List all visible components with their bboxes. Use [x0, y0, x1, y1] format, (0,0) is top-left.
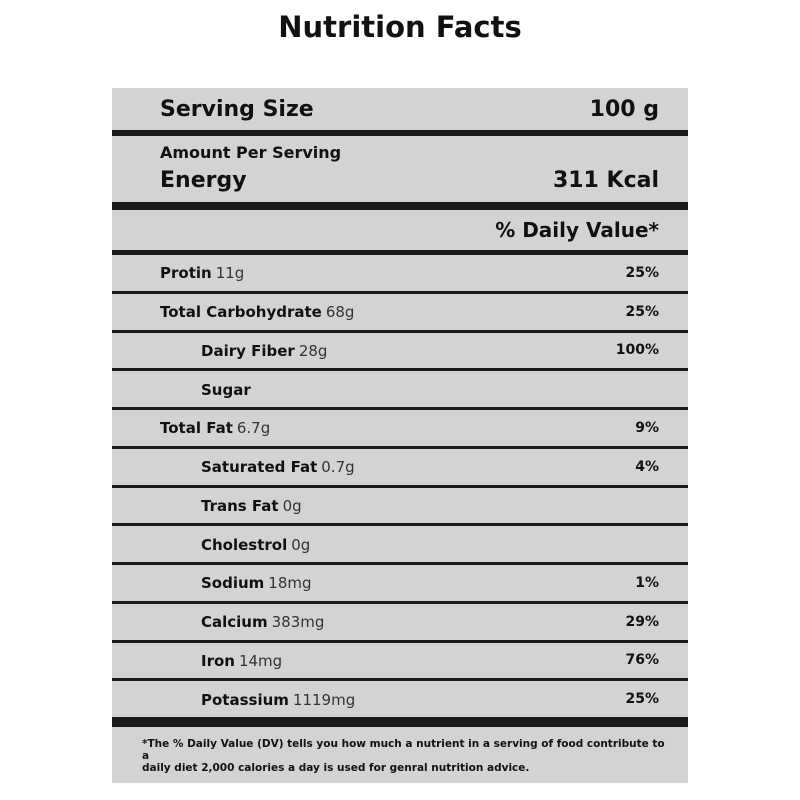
serving-value: 100 g: [589, 96, 659, 122]
nutrient-name: Cholestrol: [201, 535, 288, 554]
footnote-line: *The % Daily Value (DV) tells you how mu…: [142, 738, 665, 762]
nutrition-panel: Serving Size 100 g Amount Per Serving En…: [112, 88, 688, 783]
energy-value: 311 Kcal: [552, 167, 659, 193]
nutrient-label: Trans Fat 0g: [201, 496, 302, 515]
daily-value: 4%: [635, 458, 659, 475]
nutrient-amount: 68g: [325, 303, 355, 322]
nutrient-label: Dairy Fiber 28g: [201, 341, 327, 360]
dv-header: % Daily Value*: [495, 218, 659, 242]
nutrient-row: Saturated Fat 0.7g 4%: [112, 449, 688, 485]
energy-caption: Amount Per Serving: [160, 142, 342, 162]
nutrient-label: Total Fat 6.7g: [160, 418, 270, 437]
nutrient-label: Protin 11g: [160, 263, 244, 282]
daily-value: 1%: [635, 574, 659, 591]
nutrient-row: Total Carbohydrate 68g 25%: [112, 294, 688, 330]
nutrient-amount: 18mg: [268, 574, 312, 593]
nutrient-name: Trans Fat: [201, 496, 279, 515]
nutrient-row: Sodium 18mg 1%: [112, 565, 688, 601]
nutrient-label: Sodium 18mg: [201, 573, 312, 592]
divider: [112, 250, 688, 255]
divider: [112, 329, 688, 333]
divider: [112, 717, 688, 727]
nutrient-row: Calcium 383mg 29%: [112, 604, 688, 640]
divider: [112, 290, 688, 294]
daily-value: 76%: [625, 652, 659, 669]
nutrient-row: Total Fat 6.7g 9%: [112, 410, 688, 446]
nutrient-row: Dairy Fiber 28g 100%: [112, 333, 688, 369]
divider: [112, 639, 688, 643]
nutrient-name: Potassium: [201, 690, 289, 709]
divider: [112, 202, 688, 210]
divider: [112, 368, 688, 372]
nutrient-name: Sodium: [201, 574, 265, 593]
divider: [112, 484, 688, 488]
serving-row: Serving Size 100 g: [112, 88, 688, 130]
nutrient-amount: 0.7g: [321, 458, 355, 477]
nutrient-row: Sugar: [112, 371, 688, 407]
nutrient-row: Trans Fat 0g: [112, 488, 688, 524]
nutrient-name: Dairy Fiber: [201, 341, 295, 360]
nutrient-name: Total Carbohydrate: [160, 303, 322, 322]
nutrient-label: Potassium 1119mg: [201, 690, 355, 709]
divider: [112, 600, 688, 604]
daily-value: 25%: [625, 691, 659, 708]
daily-value: 25%: [625, 264, 659, 281]
nutrient-label: Iron 14mg: [201, 651, 282, 670]
divider: [112, 523, 688, 527]
divider: [112, 130, 688, 136]
nutrient-label: Sugar: [201, 380, 251, 399]
energy-label: Energy: [160, 167, 247, 193]
daily-value: 25%: [625, 303, 659, 320]
daily-value: 100%: [615, 342, 659, 359]
nutrient-row: Potassium 1119mg 25%: [112, 681, 688, 717]
nutrient-label: Calcium 383mg: [201, 612, 324, 631]
serving-label: Serving Size: [160, 96, 314, 122]
nutrient-row: Iron 14mg 76%: [112, 643, 688, 679]
nutrient-name: Protin: [160, 264, 212, 283]
energy-row: Energy 311 Kcal: [112, 164, 688, 196]
daily-value: 29%: [625, 613, 659, 630]
nutrient-name: Iron: [201, 651, 235, 670]
nutrient-name: Saturated Fat: [201, 458, 318, 477]
nutrient-name: Sugar: [201, 380, 251, 399]
nutrient-row: Cholestrol 0g: [112, 526, 688, 562]
divider: [112, 678, 688, 682]
nutrient-amount: 11g: [215, 264, 245, 283]
energy-caption-row: Amount Per Serving: [112, 142, 688, 162]
nutrient-name: Calcium: [201, 613, 268, 632]
nutrient-label: Saturated Fat 0.7g: [201, 457, 355, 476]
nutrient-amount: 0g: [282, 496, 302, 515]
daily-value: 9%: [635, 419, 659, 436]
footnote-line: daily diet 2,000 calories a day is used …: [142, 762, 530, 774]
nutrient-name: Total Fat: [160, 419, 233, 438]
divider: [112, 445, 688, 449]
nutrient-amount: 28g: [298, 341, 328, 360]
title: Nutrition Facts: [278, 10, 522, 44]
dv-header-row: % Daily Value*: [112, 210, 688, 250]
nutrient-row: Protin 11g 25%: [112, 255, 688, 291]
nutrient-label: Total Carbohydrate 68g: [160, 302, 354, 321]
divider: [112, 407, 688, 410]
nutrient-amount: 6.7g: [236, 419, 271, 438]
nutrient-label: Cholestrol 0g: [201, 535, 310, 554]
nutrient-amount: 383mg: [271, 613, 325, 632]
nutrient-amount: 0g: [291, 535, 311, 554]
nutrient-amount: 14mg: [238, 651, 283, 670]
divider: [112, 562, 688, 565]
nutrient-amount: 1119mg: [292, 690, 356, 709]
